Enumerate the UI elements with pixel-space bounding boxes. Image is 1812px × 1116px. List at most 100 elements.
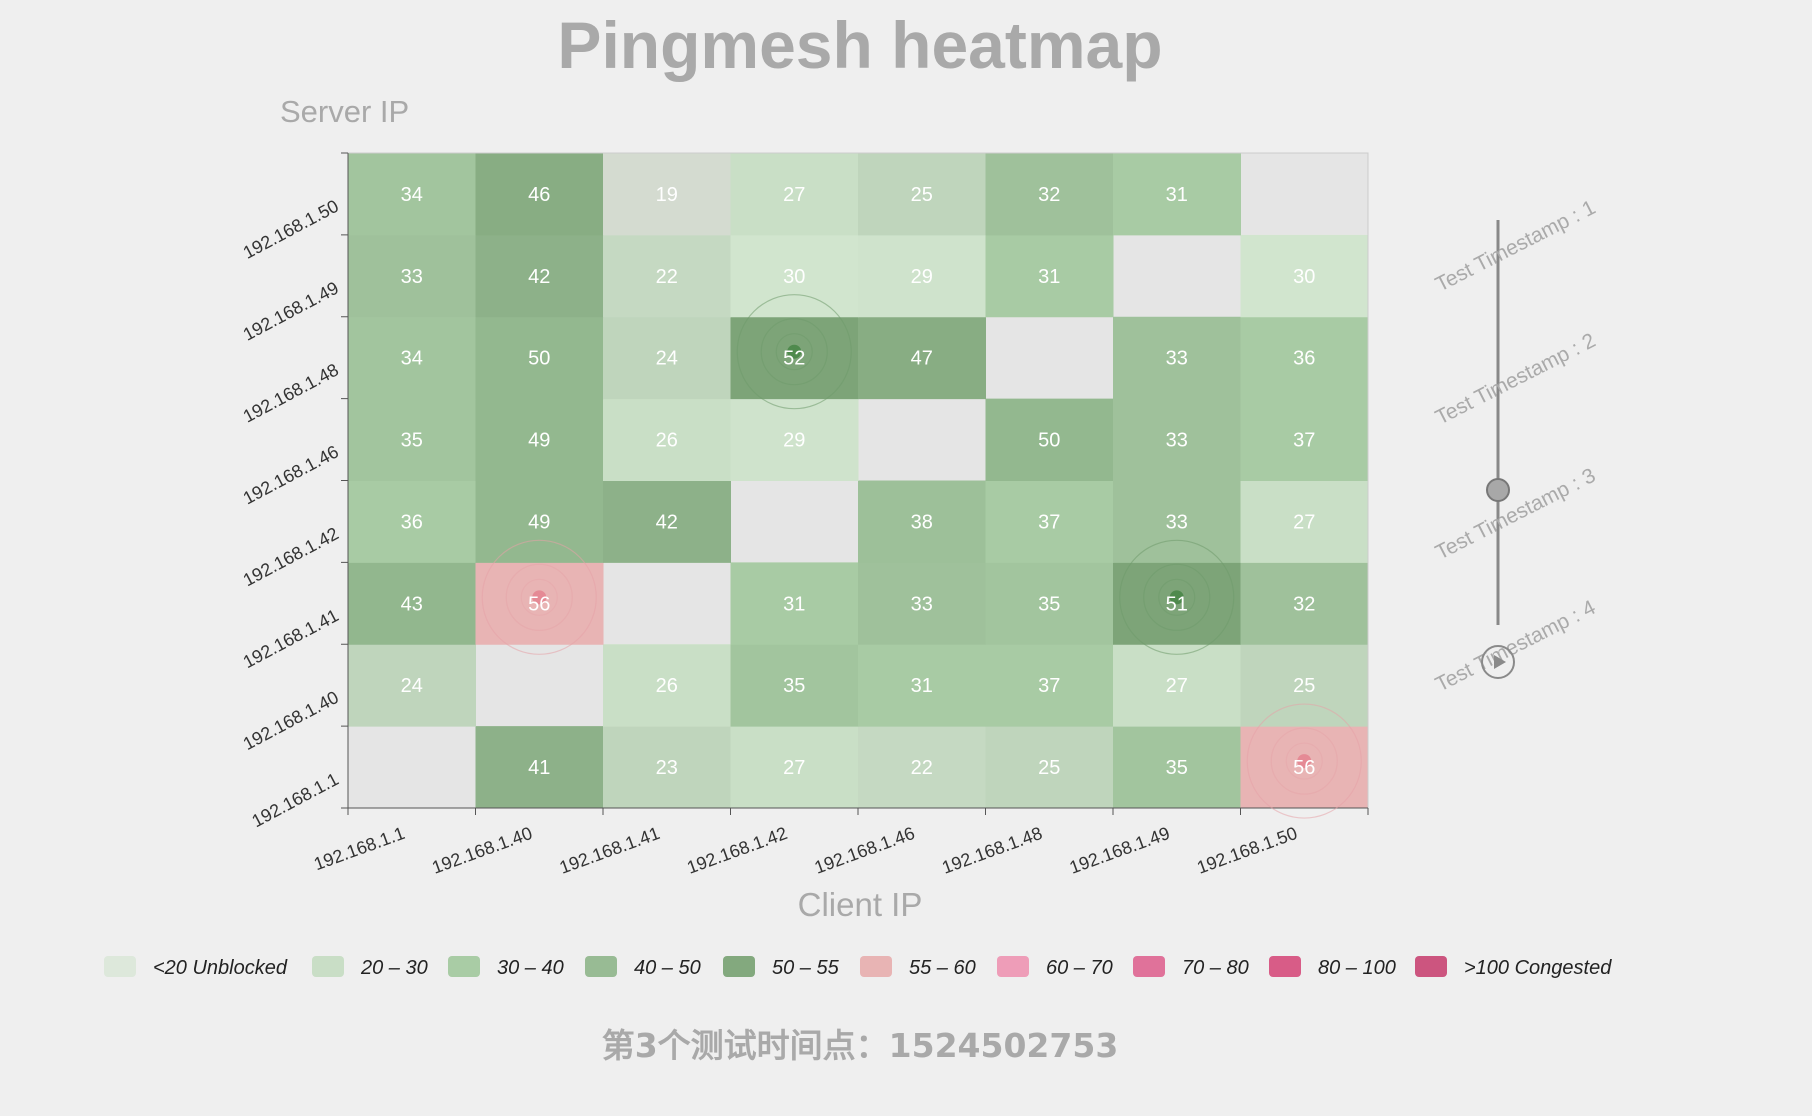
play-icon[interactable] <box>1481 645 1515 679</box>
play-button-ring[interactable] <box>1481 645 1515 679</box>
y-tick-label: 192.168.1.40 <box>240 687 342 754</box>
legend-item[interactable]: >100 Congested <box>1415 956 1612 979</box>
highlight-ripple <box>736 294 852 410</box>
heatmap-cell[interactable] <box>985 153 1114 236</box>
heatmap-cell[interactable] <box>858 480 986 563</box>
heatmap-cell-label: 56 <box>528 593 550 615</box>
heatmap-cell[interactable] <box>475 316 604 400</box>
heatmap-cell[interactable] <box>985 644 1114 727</box>
heatmap-cell-label: 29 <box>911 266 933 288</box>
timeline-control[interactable]: Test Timestamp : 1 Test Timestamp : 2 Test… <box>1432 196 1600 697</box>
heatmap-cell[interactable] <box>985 726 1114 809</box>
legend-item[interactable]: 50 – 55 <box>723 956 840 979</box>
heatmap-cell-label: 36 <box>1293 348 1315 370</box>
heatmap-cell[interactable] <box>603 153 731 236</box>
legend: <20 Unblocked 20 – 30 30 – 40 40 – 50 50 – 5… <box>104 956 1612 979</box>
legend-swatch <box>312 956 344 977</box>
heatmap-cell[interactable] <box>348 480 476 563</box>
heatmap-cell[interactable] <box>985 234 1114 318</box>
heatmap-cell[interactable] <box>858 644 986 727</box>
legend-item[interactable]: 55 – 60 <box>860 956 976 979</box>
legend-item[interactable]: 80 – 100 <box>1269 956 1396 979</box>
heatmap-cell[interactable] <box>1113 644 1241 727</box>
heatmap-cell[interactable] <box>348 316 476 400</box>
heatmap-cell[interactable] <box>985 562 1114 645</box>
heatmap-cell[interactable] <box>1240 234 1369 318</box>
heatmap-cell[interactable] <box>858 316 986 400</box>
heatmap-cell[interactable] <box>603 480 731 563</box>
heatmap-empty-cell <box>348 726 476 808</box>
heatmap-cell[interactable] <box>348 644 476 727</box>
heatmap-cell[interactable] <box>858 153 986 236</box>
heatmap-cell[interactable] <box>730 398 859 481</box>
ripple-dot <box>1297 754 1312 769</box>
heatmap-cell-label: 33 <box>1166 430 1188 452</box>
heatmap-cell-label: 25 <box>1038 757 1060 779</box>
heatmap-cell[interactable] <box>475 153 604 236</box>
heatmap-cell[interactable] <box>475 234 604 318</box>
x-tick-label: 192.168.1.41 <box>557 823 663 878</box>
heatmap-cell[interactable] <box>475 480 604 563</box>
heatmap-cell[interactable] <box>1113 316 1241 400</box>
heatmap-cell[interactable] <box>348 562 476 645</box>
x-tick-label: 192.168.1.50 <box>1194 823 1300 878</box>
heatmap-cell-label: 30 <box>783 266 805 288</box>
heatmap-cell[interactable] <box>475 398 604 481</box>
legend-item[interactable]: <20 Unblocked <box>104 956 288 979</box>
timeline-label[interactable]: Test Timestamp : 1 <box>1432 196 1599 297</box>
legend-item[interactable]: 20 – 30 <box>312 956 428 979</box>
heatmap-cell[interactable] <box>1113 153 1241 236</box>
y-tick-label: 192.168.1.1 <box>249 769 342 831</box>
heatmap-cell[interactable] <box>603 316 731 400</box>
heatmap-cell[interactable] <box>1240 644 1369 727</box>
timeline-label[interactable]: Test Timestamp : 2 <box>1432 329 1599 430</box>
heatmap-cell[interactable] <box>1240 398 1369 481</box>
heatmap-cell[interactable] <box>730 562 859 645</box>
timeline-label[interactable]: Test Timestamp : 3 <box>1432 464 1599 565</box>
heatmap-cell[interactable] <box>1113 398 1241 481</box>
heatmap-cell-label: 34 <box>401 184 423 206</box>
heatmap-cell[interactable] <box>603 644 731 727</box>
heatmap-cell[interactable] <box>348 234 476 318</box>
ripple-ring <box>775 333 813 371</box>
heatmap-cell[interactable] <box>1113 726 1241 809</box>
heatmap-cell[interactable] <box>475 726 604 809</box>
heatmap-cell[interactable] <box>1240 562 1369 645</box>
heatmap-cell[interactable] <box>985 480 1114 563</box>
heatmap-cell[interactable] <box>348 153 476 236</box>
legend-item[interactable]: 60 – 70 <box>997 956 1113 979</box>
timeline-label[interactable]: Test Timestamp : 4 <box>1432 596 1600 697</box>
ripple-ring <box>505 563 573 631</box>
heatmap-cell[interactable] <box>1240 480 1369 563</box>
timeline-handle[interactable] <box>1486 478 1510 502</box>
ripple-ring <box>1285 742 1323 780</box>
legend-item[interactable]: 40 – 50 <box>585 956 701 979</box>
heatmap-cell[interactable] <box>1240 316 1369 400</box>
heatmap-cell[interactable] <box>858 234 986 318</box>
heatmap-empty-cell <box>475 644 603 727</box>
chart-title: Pingmesh heatmap <box>557 8 1162 82</box>
heatmap-cell[interactable] <box>730 726 859 809</box>
heatmap-cell[interactable] <box>730 644 859 727</box>
heatmap-cell-label: 52 <box>783 348 805 370</box>
legend-swatch <box>104 956 136 977</box>
heatmap-cell[interactable] <box>1113 480 1241 563</box>
heatmap-cell-label: 27 <box>1166 675 1188 697</box>
heatmap-cell[interactable] <box>730 234 859 318</box>
legend-item[interactable]: 30 – 40 <box>448 956 564 979</box>
heatmap-cell[interactable] <box>985 398 1114 481</box>
highlight-ripple <box>1246 703 1362 819</box>
heatmap-cell-label: 36 <box>401 511 423 533</box>
heatmap-cell[interactable] <box>348 398 476 481</box>
heatmap-cell[interactable] <box>603 234 731 318</box>
heatmap-cell-label: 49 <box>528 430 550 452</box>
legend-swatch <box>1269 956 1301 977</box>
legend-item[interactable]: 70 – 80 <box>1133 956 1249 979</box>
heatmap-cell-label: 37 <box>1038 511 1060 533</box>
heatmap-cell[interactable] <box>858 562 986 645</box>
heatmap-cell-label: 42 <box>528 266 550 288</box>
heatmap-cell[interactable] <box>730 153 859 236</box>
heatmap-cell[interactable] <box>603 398 731 481</box>
heatmap-cell[interactable] <box>603 726 731 809</box>
heatmap-cell[interactable] <box>858 726 986 809</box>
